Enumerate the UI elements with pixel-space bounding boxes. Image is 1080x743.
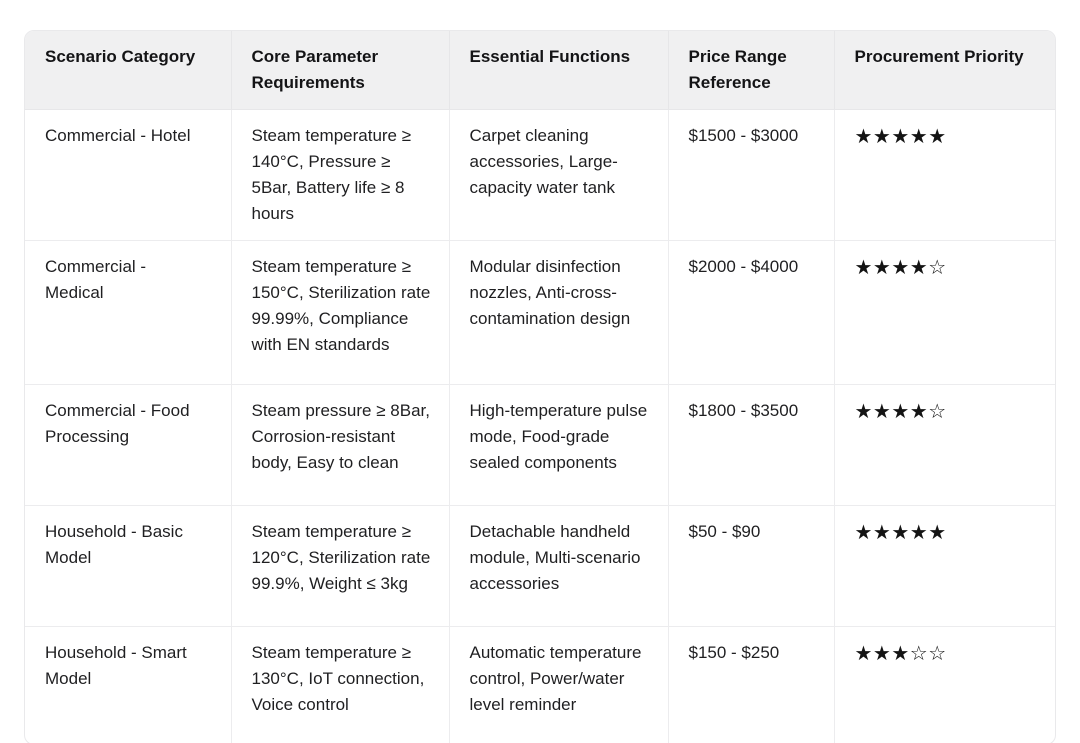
cell-functions: Carpet cleaning accessories, Large-capac… <box>449 109 669 241</box>
cell-functions: Automatic temperature control, Power/wat… <box>449 626 669 743</box>
table-row-commercial-food-processing: Commercial - Food Processing Steam press… <box>25 384 1055 506</box>
column-header-scenario-category: Scenario Category <box>25 31 232 110</box>
cell-functions: High-temperature pulse mode, Food-grade … <box>449 384 669 506</box>
header-row: Scenario Category Core Parameter Require… <box>25 31 1055 110</box>
cell-price: $1800 - $3500 <box>668 384 835 506</box>
cell-scenario: Commercial - Medical <box>25 240 232 385</box>
cell-functions: Detachable handheld module, Multi-scenar… <box>449 505 669 627</box>
cell-price: $1500 - $3000 <box>668 109 835 241</box>
cell-parameters: Steam pressure ≥ 8Bar, Corrosion-resista… <box>231 384 450 506</box>
cell-scenario: Household - Basic Model <box>25 505 232 627</box>
cell-parameters: Steam temperature ≥ 150°C, Sterilization… <box>231 240 450 385</box>
table-row-commercial-medical: Commercial - Medical Steam temperature ≥… <box>25 240 1055 385</box>
column-header-price-range: Price Range Reference <box>668 31 835 110</box>
table-row-household-basic: Household - Basic Model Steam temperatur… <box>25 505 1055 627</box>
column-header-procurement-priority: Procurement Priority <box>834 31 1055 110</box>
cell-parameters: Steam temperature ≥ 130°C, IoT connectio… <box>231 626 450 743</box>
cell-scenario: Household - Smart Model <box>25 626 232 743</box>
cell-price: $50 - $90 <box>668 505 835 627</box>
cell-parameters: Steam temperature ≥ 140°C, Pressure ≥ 5B… <box>231 109 450 241</box>
comparison-table-container: Scenario Category Core Parameter Require… <box>24 30 1056 743</box>
table-row-household-smart: Household - Smart Model Steam temperatur… <box>25 626 1055 743</box>
priority-star-rating: ★★★☆☆ <box>854 641 947 665</box>
cell-price: $2000 - $4000 <box>668 240 835 385</box>
priority-star-rating: ★★★★★ <box>834 505 1055 627</box>
column-header-core-parameters: Core Parameter Requirements <box>231 31 450 110</box>
comparison-table: Scenario Category Core Parameter Require… <box>25 31 1055 743</box>
cell-price: $150 - $250 <box>668 626 835 743</box>
cell-parameters: Steam temperature ≥ 120°C, Sterilization… <box>231 505 450 627</box>
cell-functions: Modular disinfection nozzles, Anti-cross… <box>449 240 669 385</box>
cell-scenario: Commercial - Food Processing <box>25 384 232 506</box>
column-header-essential-functions: Essential Functions <box>449 31 669 110</box>
cell-scenario: Commercial - Hotel <box>25 109 232 241</box>
priority-star-rating: ★★★★☆ <box>834 384 1055 506</box>
table-row-commercial-hotel: Commercial - Hotel Steam temperature ≥ 1… <box>25 109 1055 241</box>
priority-star-rating: ★★★★★ <box>834 109 1055 241</box>
priority-star-rating: ★★★★☆ <box>834 240 1055 385</box>
